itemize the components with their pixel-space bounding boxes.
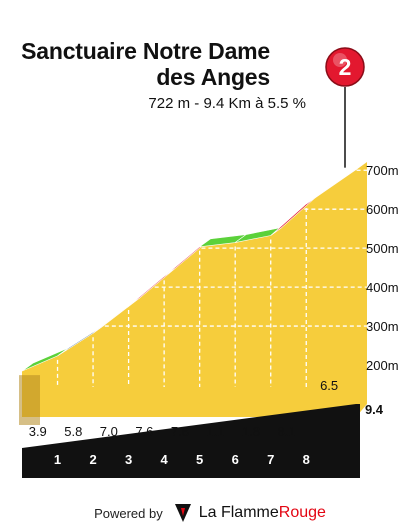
climb-subtitle: 722 m - 9.4 Km à 5.5 % bbox=[148, 95, 306, 112]
brand-name-part2: Rouge bbox=[278, 504, 326, 521]
climb-badge-number: 2 bbox=[339, 54, 352, 80]
grade-value-label: 7.6 bbox=[171, 424, 189, 439]
distance-base-top bbox=[22, 404, 360, 448]
powered-by-label: Powered by bbox=[94, 505, 163, 521]
grade-value-label: 6.5 bbox=[320, 378, 338, 393]
grade-value-label: 7.0 bbox=[100, 424, 118, 439]
grade-value-label: 1.1 bbox=[206, 424, 224, 439]
grade-value-label: 1.8 bbox=[242, 424, 260, 439]
elevation-tick-label: 600m bbox=[366, 202, 399, 217]
km-label: 7 bbox=[267, 452, 274, 467]
km-label: 6 bbox=[232, 452, 239, 467]
distance-base-bar bbox=[22, 448, 360, 478]
climb-badge-shine bbox=[333, 53, 347, 67]
km-label: 1 bbox=[54, 452, 61, 467]
elevation-tick-label: 200m bbox=[366, 358, 399, 373]
flame-logo-icon bbox=[174, 504, 191, 522]
elevation-tick-label: 400m bbox=[366, 280, 399, 295]
grade-value-label: 8.1 bbox=[277, 424, 295, 439]
grade-value-label: 7.6 bbox=[135, 424, 153, 439]
elevation-tick-label: 300m bbox=[366, 319, 399, 334]
elevation-tick-label: 500m bbox=[366, 241, 399, 256]
km-label: 5 bbox=[196, 452, 203, 467]
elevation-tick-label: 700m bbox=[366, 163, 399, 178]
climb-badge bbox=[325, 47, 365, 87]
km-label: 9.4 bbox=[365, 402, 384, 417]
km-label: 4 bbox=[161, 452, 169, 467]
km-label: 3 bbox=[125, 452, 132, 467]
climb-title-line1: Sanctuaire Notre Dame bbox=[21, 38, 270, 64]
grade-value-label: 5.8 bbox=[64, 424, 82, 439]
climb-title-line2: des Anges bbox=[156, 64, 270, 90]
km-label: 8 bbox=[303, 452, 310, 467]
footer: Powered by La Flamme Rouge bbox=[0, 500, 420, 526]
brand-name-part1: La Flamme bbox=[198, 504, 279, 521]
grade-segment bbox=[306, 161, 368, 205]
grade-value-label: 3.9 bbox=[29, 424, 47, 439]
profile-side-face bbox=[19, 375, 40, 425]
km-label: 2 bbox=[89, 452, 96, 467]
profile-area bbox=[22, 161, 367, 417]
